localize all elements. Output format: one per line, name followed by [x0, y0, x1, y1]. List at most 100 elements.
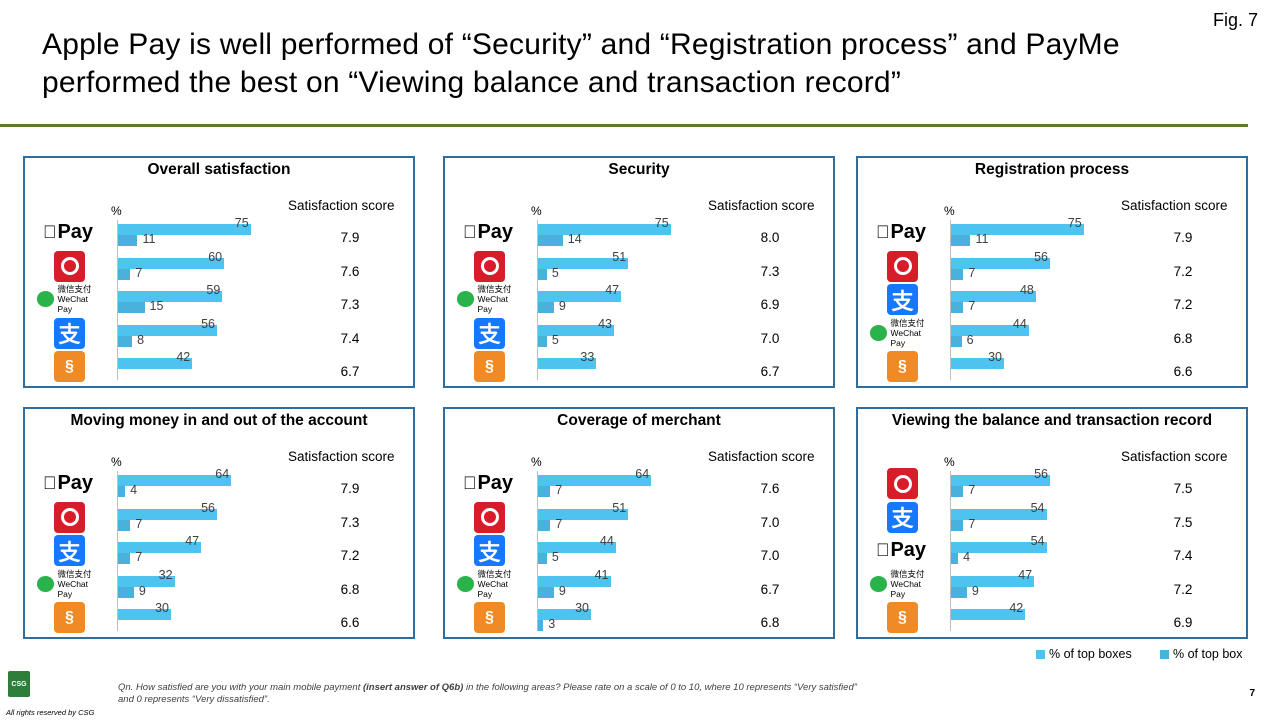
value-label-top-boxes: 47 — [605, 283, 620, 297]
page-number: 7 — [1249, 688, 1255, 699]
bar-top-box — [538, 519, 551, 531]
wechat-line-1: 微信支付 — [477, 568, 512, 579]
score-header: Satisfaction score — [708, 198, 815, 213]
value-label-top-boxes: 56 — [201, 316, 216, 331]
value-label-top-boxes: 75 — [654, 216, 669, 230]
percent-label: % — [944, 204, 955, 218]
value-label-top-box: 7 — [555, 483, 563, 497]
bar-top-boxes — [118, 475, 232, 486]
logo-wechat: 微信支付 WeChat Pay — [457, 284, 519, 314]
bar-top-box — [951, 586, 967, 598]
apple-pay-text: Pay — [883, 538, 926, 561]
alipay-icon: 支 — [887, 501, 918, 533]
score-header: Satisfaction score — [288, 198, 395, 213]
apple-pay-text: Pay — [50, 471, 93, 494]
satisfaction-score: 6.8 — [760, 615, 780, 630]
value-label-top-boxes: 54 — [1030, 534, 1045, 548]
bar-top-boxes — [538, 358, 597, 369]
value-label-top-box: 3 — [548, 617, 556, 631]
payme-ring — [60, 508, 79, 526]
value-label-top-box: 9 — [558, 299, 566, 313]
wechat-line-2: WeChat Pay — [477, 294, 509, 314]
satisfaction-score: 7.3 — [760, 263, 780, 279]
logo-alipay: 支 — [870, 284, 932, 315]
chart-title: Moving money in and out of the account — [70, 412, 368, 429]
logo-apple: Pay — [37, 217, 99, 247]
chart-panel: Overall satisfaction% Satisfaction score 7… — [23, 156, 415, 388]
wechat-pay-text: 微信支付 WeChat Pay — [477, 284, 519, 314]
payme-icon — [887, 468, 918, 499]
payme-ring — [893, 257, 912, 275]
logo-alipay: 支 — [870, 501, 932, 533]
bar-top-box — [951, 486, 964, 497]
bar-top-box — [538, 586, 554, 598]
value-label-top-box: 11 — [975, 232, 989, 246]
value-label-top-boxes: 64 — [215, 467, 230, 481]
value-label-top-box: 7 — [555, 516, 563, 531]
wechat-icon — [457, 575, 475, 592]
legend-top-box: % of top box — [1160, 647, 1243, 661]
value-label-top-boxes: 54 — [1030, 500, 1045, 515]
satisfaction-score: 7.6 — [340, 263, 360, 279]
satisfaction-score: 7.2 — [1173, 297, 1193, 312]
chart-panel: Registration process% Satisfaction score 7… — [856, 156, 1248, 388]
wechat-pay-text: 微信支付 WeChat Pay — [57, 284, 99, 314]
wechat-line-1: 微信支付 — [477, 284, 512, 294]
satisfaction-score: 7.0 — [760, 514, 780, 530]
satisfaction-score: 7.4 — [1173, 548, 1193, 563]
satisfaction-score: 6.8 — [1173, 330, 1193, 346]
logo-octopus: § — [457, 351, 519, 382]
octopus-icon: § — [54, 602, 85, 633]
value-label-top-boxes: 56 — [201, 500, 216, 515]
wechat-line-2: WeChat Pay — [477, 578, 509, 599]
bar-top-box — [951, 302, 964, 313]
octopus-icon: § — [887, 351, 918, 382]
plot-area: 75 11 60 7 59 15 56 8 42 — [117, 216, 287, 380]
apple-pay-text: Pay — [883, 220, 926, 243]
payme-icon — [474, 250, 505, 282]
wechat-line-1: 微信支付 — [57, 568, 92, 579]
payme-icon — [887, 250, 918, 282]
wechat-line-2: WeChat Pay — [57, 578, 89, 599]
plot-area: 75 14 51 5 47 9 43 5 33 — [537, 216, 707, 380]
logo-octopus: § — [870, 351, 932, 382]
value-label-top-box: 5 — [551, 550, 559, 564]
legend-top-boxes: % of top boxes — [1036, 647, 1132, 661]
bar-top-box — [538, 235, 563, 246]
value-label-top-boxes: 59 — [206, 283, 221, 297]
value-label-top-boxes: 30 — [988, 350, 1002, 364]
chart-title: Viewing the balance and transaction reco… — [891, 412, 1213, 429]
payme-ring — [480, 508, 499, 526]
bar-top-box — [118, 235, 138, 246]
apple-icon:  — [876, 222, 890, 243]
satisfaction-score: 7.4 — [340, 330, 360, 346]
logo-octopus: § — [870, 602, 932, 633]
bar-top-boxes — [951, 257, 1051, 269]
plot-area: 75 11 56 7 48 7 44 6 30 — [950, 216, 1120, 380]
wechat-pay-text: 微信支付 WeChat Pay — [477, 569, 519, 599]
wechat-line-2: WeChat Pay — [890, 578, 922, 599]
value-label-top-boxes: 43 — [598, 316, 613, 331]
plot-area: 64 7 51 7 44 5 41 9 30 3 — [537, 467, 707, 631]
logo-apple: Pay — [37, 468, 99, 498]
value-label-top-box: 11 — [142, 232, 156, 246]
score-header: Satisfaction score — [288, 449, 395, 464]
satisfaction-score: 7.3 — [340, 297, 360, 312]
value-label-top-box: 9 — [138, 583, 146, 598]
satisfaction-score: 6.7 — [760, 364, 780, 379]
logo-wechat: 微信支付 WeChat Pay — [870, 569, 932, 599]
bar-top-box — [951, 553, 959, 564]
value-label-top-boxes: 42 — [176, 350, 191, 364]
satisfaction-score: 8.0 — [760, 230, 780, 245]
logo-apple: Pay — [870, 535, 932, 565]
logo-alipay: 支 — [457, 535, 519, 566]
satisfaction-score: 6.8 — [340, 581, 360, 597]
bar-top-boxes — [951, 508, 1047, 520]
bar-top-boxes — [538, 575, 611, 587]
value-label-top-boxes: 75 — [234, 216, 249, 230]
apple-icon:  — [43, 473, 57, 494]
bar-top-box — [118, 268, 131, 280]
satisfaction-score: 6.7 — [340, 364, 360, 379]
logo-payme — [457, 250, 519, 282]
bar-top-box — [538, 553, 547, 564]
